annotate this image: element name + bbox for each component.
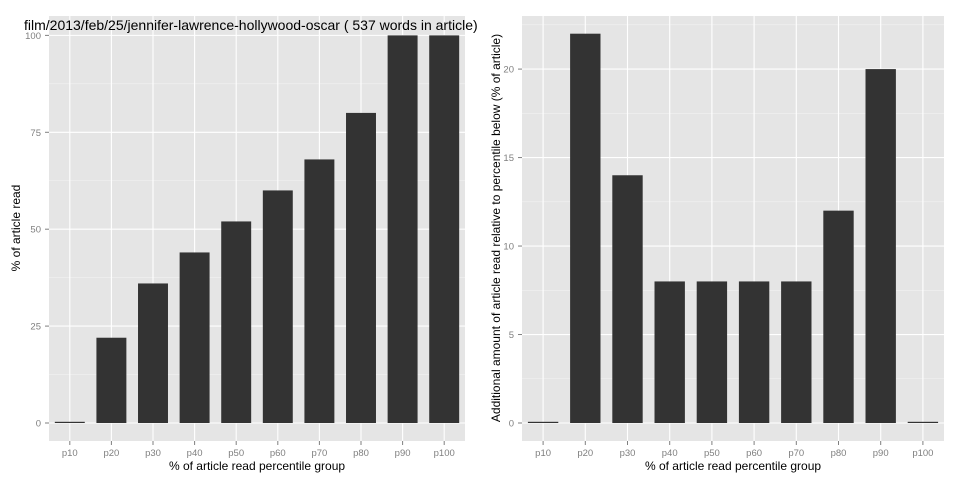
x-tick-label: p100 <box>434 448 455 459</box>
bar-p10 <box>527 421 559 423</box>
x-tick-label: p10 <box>535 448 551 459</box>
bar-p90 <box>865 69 896 423</box>
x-tick-label: p40 <box>662 448 678 459</box>
right-bar-chart: p10 p20 p30 p40 p50 p60 p70 p80 p90 p100 0 5 10 15 20… <box>489 16 944 473</box>
bar-p80 <box>346 112 376 424</box>
left-bars <box>54 35 460 424</box>
bar-p40 <box>654 281 685 423</box>
bar-p30 <box>138 283 168 423</box>
right-x-axis-title: % of article read percentile group <box>645 459 821 473</box>
left-bar-chart: p10 p20 p30 p40 p50 p60 p70 p80 p90 p100 0 25 50 75 1… <box>9 16 465 473</box>
y-tick-label: 0 <box>36 419 41 430</box>
x-tick-label: p30 <box>145 448 161 459</box>
x-tick-label: p70 <box>311 448 327 459</box>
left-x-tick-labels: p10 p20 p30 p40 p50 p60 p70 p80 p90 p100 <box>62 441 455 459</box>
x-tick-label: p60 <box>746 448 762 459</box>
left-y-tick-labels: 0 25 50 75 100 <box>25 31 49 430</box>
bar-p70 <box>304 159 335 423</box>
y-tick-label: 15 <box>503 153 514 164</box>
bar-p20 <box>96 337 127 423</box>
right-y-tick-labels: 0 5 10 15 20 <box>503 65 522 430</box>
left-y-axis-title: % of article read <box>9 185 23 272</box>
x-tick-label: p60 <box>270 448 286 459</box>
right-y-axis-title: Additional amount of article read relati… <box>489 34 503 422</box>
x-tick-label: p40 <box>187 448 203 459</box>
x-tick-label: p90 <box>395 448 411 459</box>
right-x-tick-labels: p10 p20 p30 p40 p50 p60 p70 p80 p90 p100 <box>535 441 933 459</box>
chart-title: film/2013/feb/25/jennifer-lawrence-holly… <box>24 17 478 33</box>
x-tick-label: p20 <box>103 448 119 459</box>
x-tick-label: p20 <box>577 448 593 459</box>
right-bars <box>527 33 939 424</box>
y-tick-label: 25 <box>30 322 41 333</box>
bar-p30 <box>612 175 643 423</box>
bar-p70 <box>781 281 812 423</box>
left-x-axis-title: % of article read percentile group <box>169 459 345 473</box>
y-tick-label: 10 <box>503 242 514 253</box>
x-tick-label: p30 <box>620 448 636 459</box>
bar-p40 <box>179 252 210 423</box>
bar-p100 <box>429 35 460 423</box>
x-tick-label: p80 <box>353 448 369 459</box>
x-tick-label: p70 <box>788 448 804 459</box>
y-tick-label: 75 <box>30 128 41 139</box>
y-tick-label: 5 <box>509 330 514 341</box>
bar-p50 <box>221 221 252 423</box>
bar-p80 <box>823 210 854 423</box>
x-tick-label: p50 <box>228 448 244 459</box>
bar-p10 <box>54 421 85 423</box>
x-tick-label: p90 <box>873 448 889 459</box>
y-tick-label: 100 <box>25 31 41 42</box>
y-tick-label: 0 <box>509 419 514 430</box>
bar-p60 <box>262 190 293 423</box>
bar-p20 <box>570 33 601 424</box>
x-tick-label: p50 <box>704 448 720 459</box>
y-tick-label: 20 <box>503 65 514 76</box>
y-tick-label: 50 <box>30 225 41 236</box>
bar-p100 <box>907 421 939 423</box>
x-tick-label: p10 <box>62 448 78 459</box>
x-tick-label: p100 <box>912 448 933 459</box>
bar-p90 <box>387 35 418 423</box>
x-tick-label: p80 <box>831 448 847 459</box>
bar-p50 <box>696 281 728 423</box>
bar-p60 <box>738 281 770 423</box>
